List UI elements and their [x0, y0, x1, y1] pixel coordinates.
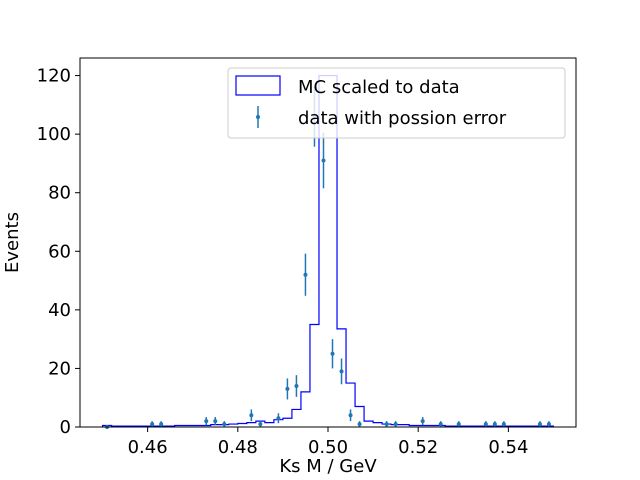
- data-point: [546, 421, 551, 427]
- data-marker: [285, 386, 290, 391]
- x-tick-label: 0.46: [128, 437, 168, 458]
- data-marker: [258, 422, 263, 427]
- data-point: [501, 421, 506, 427]
- data-marker: [150, 422, 155, 427]
- y-axis-label: Events: [2, 212, 23, 273]
- y-tick-label: 60: [48, 241, 71, 262]
- legend-data-marker: [256, 115, 260, 119]
- x-axis-label: Ks M / GeV: [279, 456, 377, 477]
- data-point: [456, 421, 461, 427]
- data-point: [492, 421, 497, 427]
- data-marker: [492, 422, 497, 427]
- data-point: [330, 339, 335, 369]
- legend: MC scaled to data data with possion erro…: [227, 67, 566, 139]
- data-point: [159, 421, 164, 427]
- legend-data-label: data with possion error: [298, 108, 507, 129]
- data-marker: [546, 422, 551, 427]
- mc-histogram-step: [101, 74, 555, 427]
- x-tick-label: 0.52: [398, 437, 438, 458]
- data-marker: [339, 369, 344, 374]
- series-layer: [101, 74, 555, 429]
- data-point: [384, 421, 389, 427]
- data-marker: [384, 422, 389, 427]
- data-marker: [501, 422, 506, 427]
- data-marker: [420, 419, 425, 424]
- x-axis-ticks: 0.46 0.48 0.50 0.52 0.54: [128, 427, 528, 458]
- data-point: [276, 413, 281, 424]
- data-point: [438, 421, 443, 427]
- data-point: [249, 409, 254, 422]
- y-tick-label: 0: [60, 417, 71, 438]
- y-tick-label: 120: [37, 66, 71, 87]
- data-marker: [249, 413, 254, 418]
- data-marker: [483, 422, 488, 427]
- data-marker: [537, 422, 542, 427]
- y-tick-label: 100: [37, 124, 71, 145]
- y-tick-label: 80: [48, 183, 71, 204]
- data-marker: [213, 419, 218, 424]
- data-marker: [303, 272, 308, 277]
- y-tick-label: 20: [48, 358, 71, 379]
- data-point: [357, 421, 362, 427]
- y-axis-ticks: 0 20 40 60 80 100 120: [37, 66, 80, 438]
- data-marker: [357, 422, 362, 427]
- data-point: [393, 421, 398, 427]
- data-point: [204, 417, 209, 426]
- data-point: [303, 253, 308, 296]
- data-point: [285, 378, 290, 400]
- data-marker: [294, 384, 299, 388]
- data-marker: [222, 422, 227, 427]
- data-point: [483, 421, 488, 427]
- legend-box: [227, 67, 566, 139]
- data-point: [150, 421, 155, 427]
- data-point: [348, 409, 353, 422]
- data-marker: [204, 419, 209, 424]
- data-point: [321, 132, 326, 189]
- plot-area: [79, 57, 577, 429]
- y-tick-label: 40: [48, 300, 71, 321]
- data-point: [537, 421, 542, 427]
- legend-mc-swatch: [235, 75, 281, 96]
- data-marker: [393, 422, 398, 427]
- data-marker: [330, 351, 335, 356]
- data-point: [222, 421, 227, 427]
- legend-mc-label: MC scaled to data: [298, 77, 460, 98]
- data-marker: [456, 422, 461, 427]
- data-marker: [159, 422, 164, 427]
- data-point: [294, 375, 299, 397]
- data-point: [258, 421, 263, 427]
- x-tick-label: 0.48: [218, 437, 258, 458]
- data-marker: [348, 413, 353, 418]
- x-tick-label: 0.50: [308, 437, 348, 458]
- data-point: [213, 417, 218, 426]
- data-marker: [438, 422, 443, 427]
- data-point: [339, 358, 344, 385]
- data-marker: [276, 416, 281, 421]
- x-tick-label: 0.54: [488, 437, 528, 458]
- data-marker: [321, 158, 326, 163]
- data-point: [420, 417, 425, 426]
